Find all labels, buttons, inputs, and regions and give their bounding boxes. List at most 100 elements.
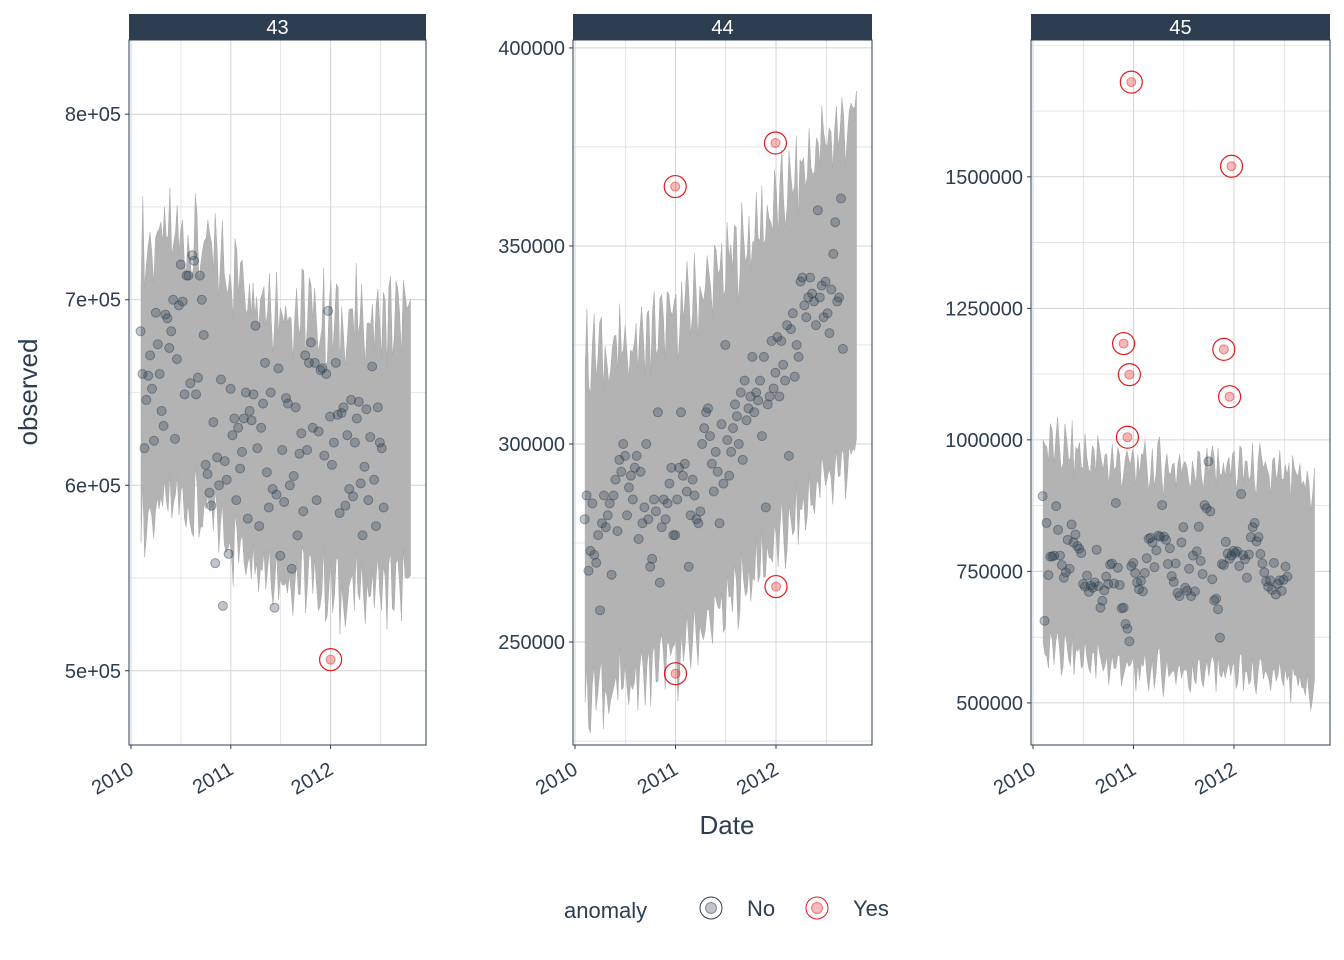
- observed-point: [1141, 553, 1152, 564]
- observed-point: [1043, 570, 1054, 581]
- observed-point: [679, 458, 690, 469]
- observed-point: [1243, 549, 1254, 560]
- observed-point: [685, 510, 696, 521]
- observed-point: [593, 530, 604, 541]
- observed-point: [340, 500, 351, 511]
- observed-point: [1087, 582, 1098, 593]
- y-tick-label: 1500000: [945, 167, 1023, 189]
- observed-point: [319, 450, 330, 461]
- observed-point: [818, 312, 829, 323]
- y-tick-label: 400000: [498, 38, 565, 60]
- observed-point: [654, 577, 665, 588]
- observed-point: [1276, 585, 1287, 596]
- observed-point: [1147, 537, 1158, 548]
- observed-point: [147, 383, 158, 394]
- observed-point: [1195, 555, 1206, 566]
- observed-point: [1199, 500, 1210, 511]
- observed-point: [1213, 604, 1224, 615]
- observed-point: [269, 602, 280, 613]
- observed-point: [321, 368, 332, 379]
- observed-point: [755, 375, 766, 386]
- observed-point: [1118, 602, 1129, 613]
- observed-point: [1139, 567, 1150, 578]
- observed-point: [656, 522, 667, 533]
- observed-point: [160, 309, 171, 320]
- observed-point: [198, 329, 209, 340]
- observed-point: [1222, 548, 1233, 559]
- observed-point: [210, 558, 221, 569]
- observed-point: [325, 411, 336, 422]
- observed-point: [712, 466, 723, 477]
- observed-point: [1241, 572, 1252, 583]
- confidence-band-45: [1042, 416, 1315, 711]
- observed-point: [797, 272, 808, 283]
- observed-point: [246, 415, 257, 426]
- observed-point: [826, 284, 837, 295]
- observed-point: [764, 391, 775, 402]
- observed-point: [256, 422, 267, 433]
- observed-point: [1130, 567, 1141, 578]
- observed-point: [378, 502, 389, 513]
- anomaly-point: [1124, 369, 1135, 380]
- observed-point: [326, 459, 337, 470]
- panel-45: 45 500000 750000 1000000 1250000 1500000 2010 2…: [945, 14, 1331, 800]
- observed-point: [1099, 585, 1110, 596]
- observed-point: [143, 370, 154, 381]
- observed-point: [1261, 576, 1272, 587]
- observed-point: [1056, 560, 1067, 571]
- observed-point: [600, 522, 611, 533]
- observed-point: [365, 432, 376, 443]
- observed-point: [1070, 529, 1081, 540]
- y-axis-title: observed: [13, 339, 43, 446]
- legend: anomaly No Yes: [564, 896, 889, 923]
- observed-point: [745, 391, 756, 402]
- observed-point: [1126, 561, 1137, 572]
- anomaly-point: [670, 668, 681, 679]
- anomaly-ring: [1212, 337, 1236, 361]
- observed-point: [219, 456, 230, 467]
- observed-point: [259, 357, 270, 368]
- observed-point: [810, 320, 821, 331]
- observed-point: [639, 502, 650, 513]
- observed-point: [187, 250, 198, 261]
- observed-point: [674, 462, 685, 473]
- observed-point: [633, 534, 644, 545]
- y-tick-label: 6e+05: [65, 475, 121, 497]
- observed-point: [791, 339, 802, 350]
- observed-point: [158, 420, 169, 431]
- observed-point: [359, 461, 370, 472]
- observed-point: [670, 530, 681, 541]
- observed-point: [780, 375, 791, 386]
- observed-point: [248, 389, 259, 400]
- observed-point: [1203, 456, 1214, 467]
- observed-point: [215, 374, 226, 385]
- observed-point: [1161, 534, 1171, 545]
- observed-point: [1201, 503, 1212, 514]
- observed-point: [718, 478, 729, 489]
- observed-point: [1091, 544, 1102, 555]
- legend-key-no-dot: [705, 902, 717, 914]
- observed-point: [348, 491, 359, 502]
- observed-point: [1253, 532, 1264, 543]
- panel-border-44: [572, 39, 873, 746]
- observed-point: [229, 413, 240, 424]
- observed-point: [1191, 546, 1202, 557]
- observed-point: [1149, 562, 1160, 573]
- observed-point: [1128, 557, 1139, 568]
- observed-point: [1226, 550, 1237, 561]
- observed-point: [162, 313, 173, 324]
- observed-point: [265, 387, 276, 398]
- observed-point: [244, 406, 255, 417]
- observed-point: [1054, 550, 1065, 561]
- anomaly-ring: [663, 662, 688, 686]
- observed-point: [135, 326, 146, 337]
- observed-point: [664, 478, 675, 489]
- observed-point: [801, 312, 812, 323]
- observed-point: [1197, 569, 1208, 580]
- anomaly-point: [1118, 338, 1129, 349]
- observed-point: [214, 480, 225, 491]
- observed-point: [175, 259, 186, 270]
- observed-point: [1280, 561, 1291, 572]
- observed-point: [1249, 517, 1260, 528]
- observed-point: [1182, 585, 1193, 596]
